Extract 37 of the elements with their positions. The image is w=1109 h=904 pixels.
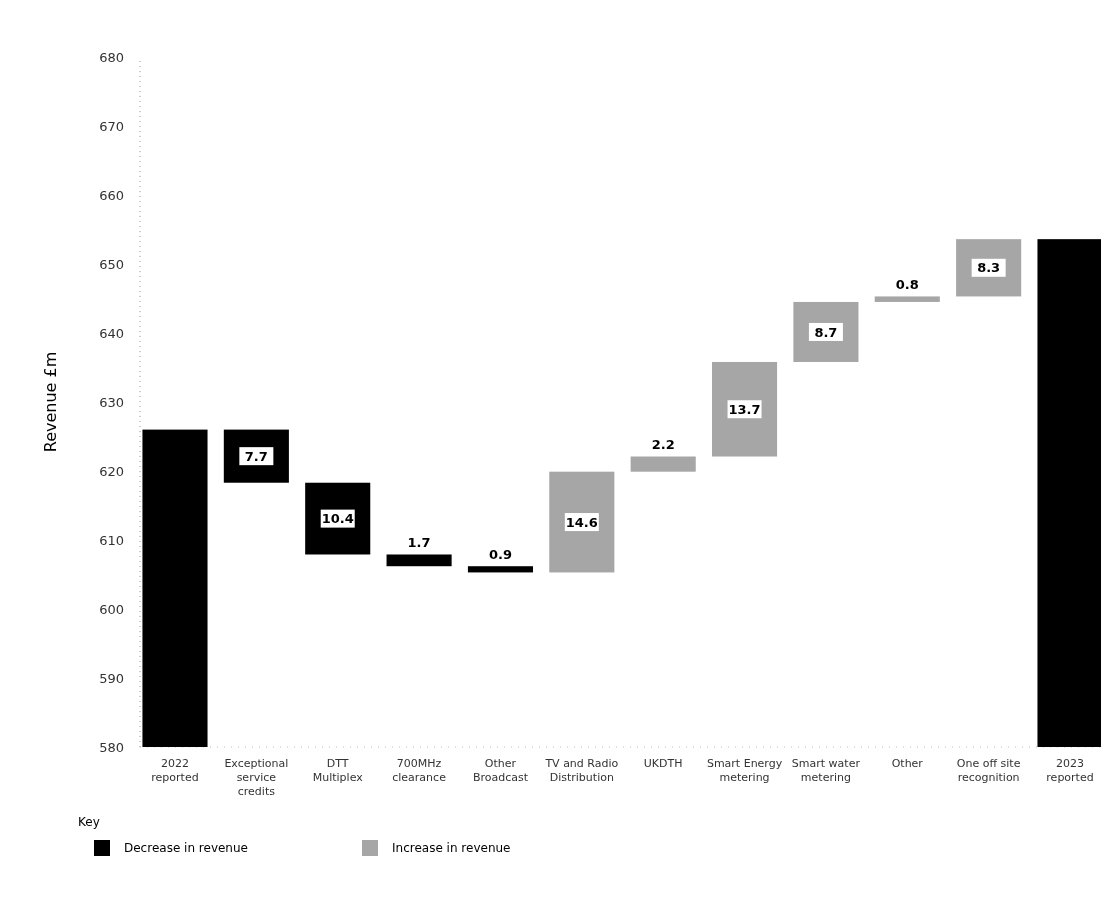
x-tick-label: 700MHz clearance [392, 757, 447, 784]
y-tick-label: 660 [99, 187, 124, 203]
y-tick-label: 630 [99, 394, 124, 410]
data-label: 7.7 [244, 448, 268, 464]
data-label: 0.9 [488, 546, 512, 562]
x-tick-label: DTT Multiplex [312, 757, 364, 784]
y-tick-label: 670 [99, 118, 124, 134]
x-tick-label: One off site recognition [956, 757, 1021, 784]
x-tick-label: Other Broadcast [472, 757, 529, 784]
legend-label: Increase in revenue [392, 841, 511, 856]
x-tick-label: Other [891, 757, 924, 770]
x-tick-label: Exceptional service credits [224, 757, 289, 798]
y-tick-label: 610 [99, 532, 124, 548]
x-tick-label: Smart water metering [791, 757, 861, 784]
x-tick-label: Smart Energy metering [706, 757, 783, 784]
legend-title: Key [78, 815, 100, 829]
y-axis-title: Revenue £m [41, 351, 60, 453]
y-tick-label: 680 [99, 49, 124, 65]
legend-label: Decrease in revenue [124, 841, 248, 856]
x-tick-label: 2023 reported [1046, 757, 1094, 784]
data-label: 1.7 [407, 535, 431, 551]
data-label: 2.2 [651, 437, 675, 453]
x-tick-label: UKDTH [643, 757, 683, 770]
data-label: 14.6 [565, 514, 598, 530]
data-label: 0.8 [895, 276, 919, 292]
data-label: 8.3 [977, 260, 1001, 276]
y-tick-label: 620 [99, 463, 124, 479]
y-tick-label: 600 [99, 601, 124, 617]
x-tick-label: TV and Radio Distribution [544, 757, 619, 784]
y-tick-label: 650 [99, 256, 124, 272]
y-tick-label: 590 [99, 670, 124, 686]
y-tick-label: 640 [99, 325, 124, 341]
data-label: 13.7 [728, 401, 761, 417]
data-label: 8.7 [814, 324, 838, 340]
data-label: 10.4 [321, 511, 354, 527]
x-tick-label: 2022 reported [151, 757, 199, 784]
y-tick-label: 580 [99, 739, 124, 755]
